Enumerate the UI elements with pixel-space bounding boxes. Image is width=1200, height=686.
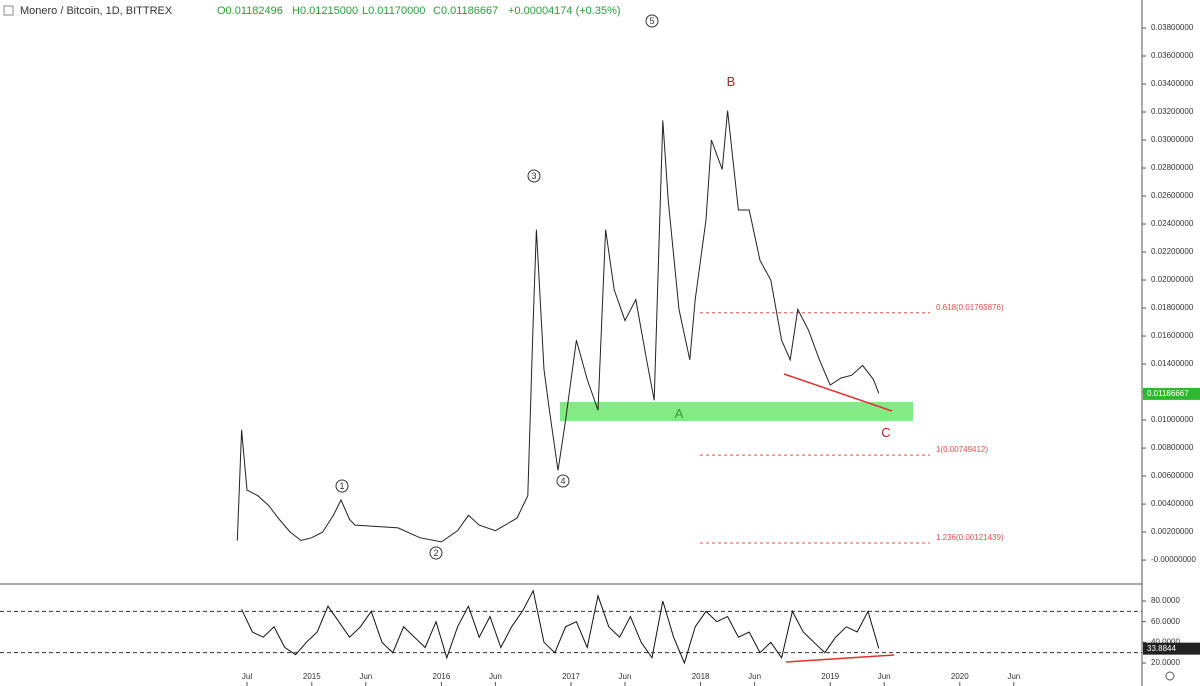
ohlc-high: H0.01215000	[292, 5, 358, 17]
x-tick-label: Jul	[242, 672, 252, 681]
x-tick-label: 2015	[303, 672, 321, 681]
y-tick-label: 0.01800000	[1151, 303, 1194, 312]
y-tick-label: 0.03000000	[1151, 135, 1194, 144]
trend-line	[783, 373, 893, 412]
rsi-trend-line	[785, 654, 895, 663]
y-tick-label: 0.03800000	[1151, 23, 1194, 32]
y-tick-label: 0.02000000	[1151, 275, 1194, 284]
x-tick-label: 2017	[562, 672, 580, 681]
y-tick-label: 0.01400000	[1151, 359, 1194, 368]
fib-label: 0.618(0.01765876)	[936, 303, 1004, 312]
wave-label: 3	[531, 171, 536, 181]
x-tick-label: 2018	[692, 672, 710, 681]
wave-label: A	[675, 406, 684, 421]
x-tick-label: 2016	[433, 672, 451, 681]
ohlc-low: L0.01170000	[362, 5, 425, 17]
ohlc-close: C0.01186667	[433, 5, 498, 17]
x-tick-label: Jun	[1007, 672, 1020, 681]
y-tick-label: 0.03400000	[1151, 79, 1194, 88]
fib-label: 1(0.00749412)	[936, 445, 988, 454]
settings-icon[interactable]	[1165, 671, 1175, 681]
y-tick-label: 0.02400000	[1151, 219, 1194, 228]
last-value-label: 0.01186667	[1147, 389, 1189, 398]
last-value-box	[1143, 642, 1200, 655]
y-tick-label: 0.00200000	[1151, 527, 1194, 536]
wave-label: 4	[560, 476, 565, 486]
fib-label: 1.236(0.00121439)	[936, 533, 1004, 542]
y-tick-label: 0.02200000	[1151, 247, 1194, 256]
ohlc-open: O0.01182496	[217, 5, 283, 17]
wave-circle	[645, 14, 659, 28]
price-line	[236, 110, 880, 543]
wave-circle	[527, 169, 541, 183]
wave-circle	[335, 479, 349, 493]
ohlc-change: +0.00004174 (+0.35%)	[508, 5, 621, 17]
wave-label: 2	[433, 548, 438, 558]
collapse-icon[interactable]	[3, 5, 14, 16]
last-value-box	[1143, 387, 1200, 400]
wave-circle	[429, 546, 443, 560]
y-tick-label: 0.02600000	[1151, 191, 1194, 200]
y-tick-label: -0.00000000	[1151, 555, 1196, 564]
symbol[interactable]: Monero / Bitcoin, 1D, BITTREX	[20, 5, 173, 17]
last-value-label: 33.8844	[1147, 644, 1176, 653]
y-tick-label: 0.00400000	[1151, 499, 1194, 508]
wave-label: 5	[649, 16, 654, 26]
y-tick-label: 40.0000	[1151, 637, 1180, 646]
x-tick-label: Jun	[359, 672, 372, 681]
support-zone	[560, 402, 913, 421]
y-tick-label: 20.0000	[1151, 658, 1180, 667]
y-tick-label: 0.00600000	[1151, 471, 1194, 480]
x-tick-label: Jun	[748, 672, 761, 681]
x-tick-label: Jun	[878, 672, 891, 681]
y-tick-label: 0.01600000	[1151, 331, 1194, 340]
y-tick-label: 0.03200000	[1151, 107, 1194, 116]
y-tick-label: 0.02800000	[1151, 163, 1194, 172]
wave-label: C	[881, 425, 890, 440]
y-tick-label: 60.0000	[1151, 617, 1180, 626]
y-tick-label: 80.0000	[1151, 596, 1180, 605]
y-tick-label: 0.00800000	[1151, 443, 1194, 452]
price-line	[241, 589, 880, 665]
wave-label: B	[727, 74, 736, 89]
wave-label: 1	[339, 481, 344, 491]
x-tick-label: 2019	[821, 672, 839, 681]
y-tick-label: 0.03600000	[1151, 51, 1194, 60]
x-tick-label: Jun	[619, 672, 632, 681]
wave-circle	[556, 474, 570, 488]
x-tick-label: Jun	[489, 672, 502, 681]
y-tick-label: 0.01000000	[1151, 415, 1194, 424]
x-tick-label: 2020	[951, 672, 969, 681]
